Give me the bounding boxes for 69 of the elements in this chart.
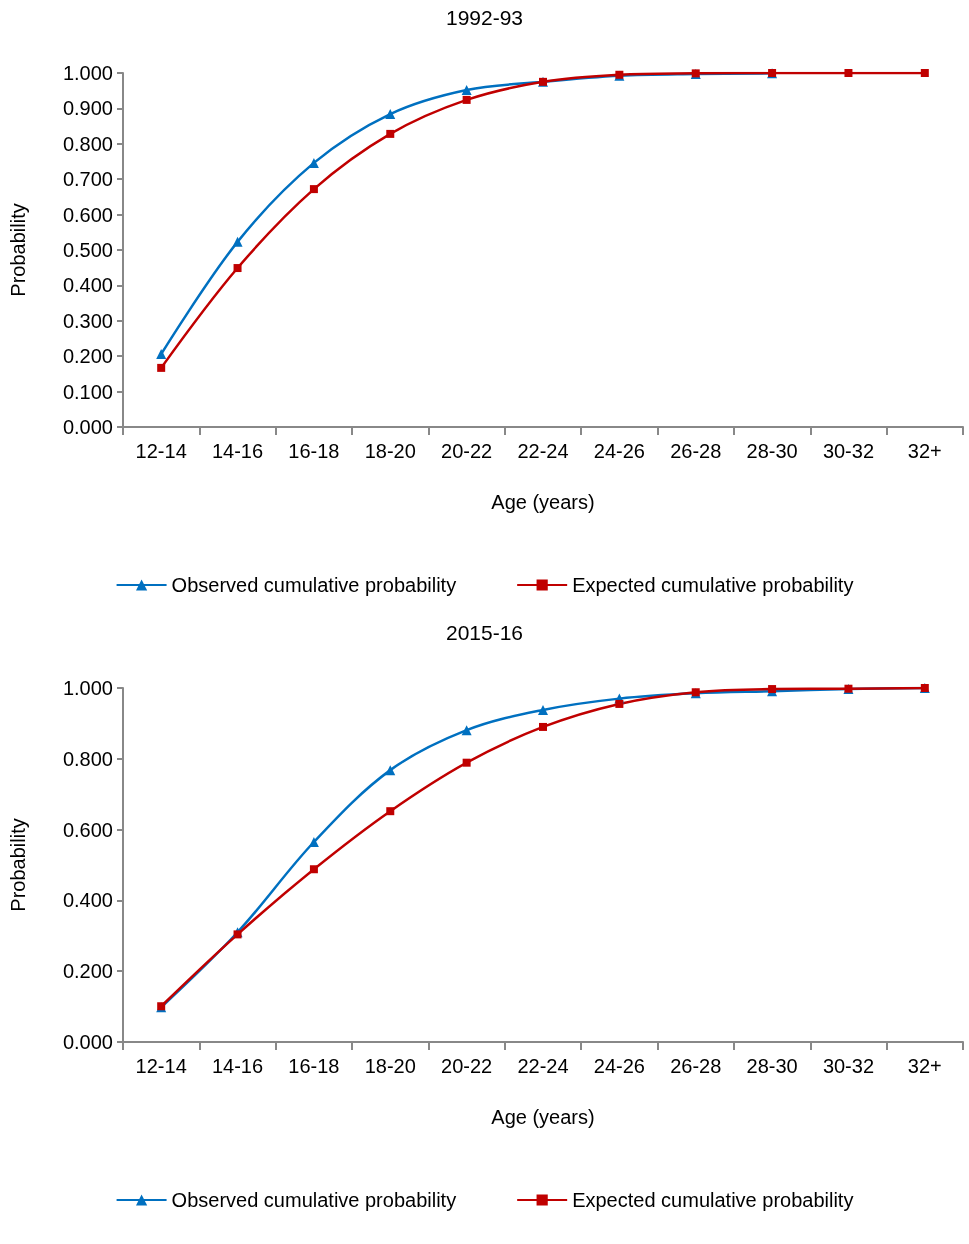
x-tick-label: 16-18 <box>288 1055 340 1077</box>
point <box>308 836 319 847</box>
x-tick-label: 12-14 <box>135 440 187 462</box>
x-tick-label: 20-22 <box>441 1055 493 1077</box>
point <box>462 95 471 104</box>
point <box>385 765 396 776</box>
point <box>461 725 472 736</box>
point <box>309 185 318 194</box>
y-axis-title: Probability <box>7 818 29 912</box>
y-tick-label: 0.600 <box>62 818 113 841</box>
chart-title: 1992-93 <box>445 6 524 29</box>
x-tick-label: 18-20 <box>364 1055 416 1077</box>
y-tick-label: 1.000 <box>62 62 113 84</box>
y-tick-label: 0.000 <box>62 1031 113 1053</box>
point <box>157 363 166 372</box>
point <box>461 84 472 95</box>
y-tick-label: 0.800 <box>62 747 113 770</box>
y-tick-label: 0.200 <box>62 345 113 368</box>
legend-label: Observed cumulative probability <box>171 1189 457 1211</box>
y-tick-label: 0.500 <box>62 239 113 261</box>
y-tick-label: 0.000 <box>62 416 113 438</box>
point <box>156 349 167 360</box>
x-tick-label: 26-28 <box>670 1055 722 1077</box>
x-tick-label: 22-24 <box>517 440 569 462</box>
point <box>386 129 395 138</box>
x-tick-label: 24-26 <box>593 440 645 462</box>
x-tick-label: 32+ <box>907 440 942 462</box>
y-tick-label: 0.300 <box>62 309 113 332</box>
y-axis-title: Probability <box>7 203 29 297</box>
y-tick-label: 0.200 <box>62 960 113 983</box>
x-tick-label: 28-30 <box>746 1055 798 1077</box>
x-axis-title: Age (years) <box>491 491 595 513</box>
x-tick-label: 32+ <box>907 1055 942 1077</box>
x-axis-title: Age (years) <box>491 1106 595 1128</box>
point <box>920 69 929 77</box>
legend-label: Expected cumulative probability <box>572 574 854 596</box>
x-tick-label: 14-16 <box>211 1055 264 1077</box>
legend-label: Observed cumulative probability <box>171 574 457 596</box>
point <box>233 264 242 273</box>
x-tick-label: 18-20 <box>364 440 416 462</box>
point <box>232 236 243 247</box>
point <box>386 807 395 816</box>
x-tick-label: 20-22 <box>441 440 493 462</box>
point <box>539 722 547 731</box>
y-tick-label: 0.600 <box>62 203 113 226</box>
y-tick-label: 0.800 <box>62 132 113 155</box>
point <box>538 704 548 715</box>
x-tick-label: 30-32 <box>822 440 875 462</box>
y-tick-label: 0.100 <box>62 380 113 403</box>
x-tick-label: 12-14 <box>135 1055 187 1077</box>
y-tick-label: 0.400 <box>62 274 113 297</box>
y-tick-label: 0.900 <box>62 97 113 120</box>
x-tick-label: 16-18 <box>288 440 340 462</box>
x-tick-label: 28-30 <box>746 440 798 462</box>
x-tick-label: 14-16 <box>211 440 264 462</box>
x-tick-label: 30-32 <box>822 1055 875 1077</box>
point <box>309 865 318 874</box>
y-tick-label: 0.700 <box>62 168 113 191</box>
y-tick-label: 0.400 <box>62 889 113 912</box>
x-tick-label: 24-26 <box>593 1055 645 1077</box>
x-tick-label: 26-28 <box>670 440 722 462</box>
point <box>462 758 471 767</box>
chart-title: 2015-16 <box>445 621 524 644</box>
x-tick-label: 22-24 <box>517 1055 569 1077</box>
y-tick-label: 1.000 <box>62 677 113 699</box>
point <box>385 109 396 120</box>
point <box>844 69 853 77</box>
legend-label: Expected cumulative probability <box>572 1189 854 1211</box>
point <box>615 699 624 708</box>
